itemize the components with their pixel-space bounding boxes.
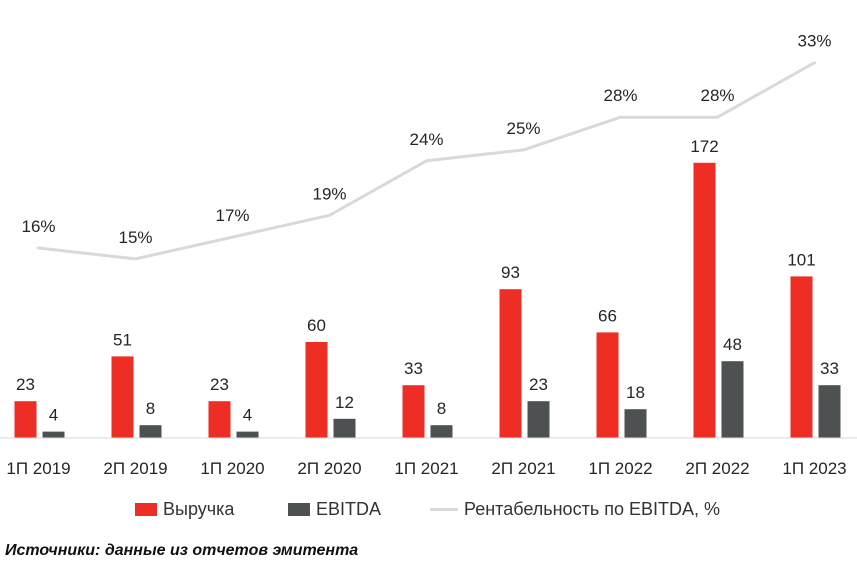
bar-ebitda-0 xyxy=(42,431,65,438)
bar-label-ebitda-0: 4 xyxy=(49,406,58,425)
bar-label-ebitda-3: 12 xyxy=(335,393,354,412)
x-tick-label-7: 2П 2022 xyxy=(685,459,749,478)
legend-swatch-margin xyxy=(430,507,458,511)
bar-revenue-2 xyxy=(208,401,231,438)
legend-item-ebitda: EBITDA xyxy=(288,497,381,521)
x-tick-label-2: 1П 2020 xyxy=(200,459,264,478)
margin-labels-group: 16% 15% 17% 19% 24% 25% 28% 28% 33% xyxy=(21,32,831,247)
bar-label-ebitda-6: 18 xyxy=(626,383,645,402)
bar-label-ebitda-4: 8 xyxy=(437,399,446,418)
bar-revenue-8 xyxy=(790,276,813,438)
bar-revenue-4 xyxy=(402,385,425,438)
legend-item-revenue: Выручка xyxy=(135,497,234,521)
bar-revenue-7 xyxy=(693,162,716,439)
bar-ebitda-7 xyxy=(721,361,744,438)
legend-swatch-revenue xyxy=(135,502,157,516)
bar-label-revenue-3: 60 xyxy=(307,316,326,335)
margin-label-3: 19% xyxy=(312,184,346,203)
bar-label-ebitda-2: 4 xyxy=(243,406,252,425)
margin-label-5: 25% xyxy=(506,119,540,138)
legend-label-revenue: Выручка xyxy=(163,498,235,519)
bar-label-revenue-4: 33 xyxy=(404,359,423,378)
bar-ebitda-8 xyxy=(818,385,841,438)
x-tick-labels-group: 1П 2019 2П 2019 1П 2020 2П 2020 1П 2021 2П 20… xyxy=(6,459,846,478)
bar-ebitda-1 xyxy=(139,425,162,438)
margin-label-4: 24% xyxy=(409,130,443,149)
margin-line xyxy=(37,61,816,261)
margin-label-8: 33% xyxy=(797,32,831,51)
source-note: Источники: данные из отчетов эмитента xyxy=(5,542,359,559)
x-tick-label-0: 1П 2019 xyxy=(6,459,70,478)
bar-ebitda-3 xyxy=(333,418,356,438)
margin-label-7: 28% xyxy=(700,86,734,105)
bars-group xyxy=(14,162,841,439)
bar-label-revenue-6: 66 xyxy=(598,306,617,325)
bar-label-revenue-0: 23 xyxy=(16,375,35,394)
x-tick-label-1: 2П 2019 xyxy=(103,459,167,478)
bar-label-revenue-8: 101 xyxy=(787,250,815,269)
bar-label-ebitda-1: 8 xyxy=(146,399,155,418)
bar-label-revenue-2: 23 xyxy=(210,375,229,394)
bar-revenue-6 xyxy=(596,332,619,438)
bar-label-revenue-5: 93 xyxy=(501,263,520,282)
legend-label-margin: Рентабельность по EBITDA, % xyxy=(464,498,720,519)
bar-revenue-0 xyxy=(14,401,37,438)
bar-revenue-5 xyxy=(499,289,522,438)
legend-swatch-ebitda xyxy=(288,502,310,516)
legend: Выручка EBITDA Рентабельность по EBITDA,… xyxy=(0,497,857,521)
bar-ebitda-6 xyxy=(624,409,647,438)
margin-label-6: 28% xyxy=(603,86,637,105)
bar-label-revenue-7: 172 xyxy=(690,137,718,156)
bar-revenue-1 xyxy=(111,356,134,438)
bar-ebitda-2 xyxy=(236,431,259,438)
bar-label-ebitda-7: 48 xyxy=(723,335,742,354)
x-tick-label-6: 1П 2022 xyxy=(588,459,652,478)
margin-label-1: 15% xyxy=(118,228,152,247)
x-tick-label-5: 2П 2021 xyxy=(491,459,555,478)
legend-label-ebitda: EBITDA xyxy=(316,498,382,519)
x-tick-label-3: 2П 2020 xyxy=(297,459,361,478)
bar-ebitda-4 xyxy=(430,425,453,438)
bar-ebitda-5 xyxy=(527,401,550,438)
bar-revenue-3 xyxy=(305,342,328,438)
margin-label-0: 16% xyxy=(21,217,55,236)
bar-label-ebitda-5: 23 xyxy=(529,375,548,394)
bar-label-ebitda-8: 33 xyxy=(820,359,839,378)
x-tick-label-4: 1П 2021 xyxy=(394,459,458,478)
x-tick-label-8: 1П 2023 xyxy=(782,459,846,478)
legend-item-margin: Рентабельность по EBITDA, % xyxy=(430,497,720,521)
bar-label-revenue-1: 51 xyxy=(113,330,132,349)
bar-labels-group: 23 4 51 8 23 4 60 12 33 8 93 23 66 18 172 48 101 33 xyxy=(16,137,839,425)
chart: 23 4 51 8 23 4 60 12 33 8 93 23 66 18 172 48 101 33 16% 15… xyxy=(0,32,857,478)
margin-line-group xyxy=(37,61,816,261)
margin-label-2: 17% xyxy=(215,206,249,225)
